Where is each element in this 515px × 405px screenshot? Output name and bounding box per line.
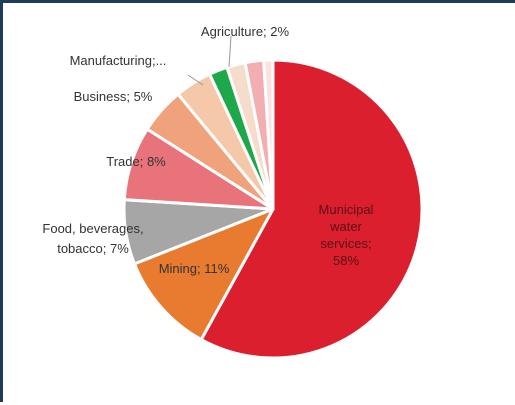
slice-label-municipal-3: services; <box>320 236 371 251</box>
slice-label-food-2: tobacco; 7% <box>57 241 129 256</box>
slice-label-manufacturing: Manufacturing;... <box>70 53 167 68</box>
pie-chart: Municipal water services; 58% Mining; 11… <box>42 24 424 360</box>
slice-label-municipal-4: 58% <box>333 253 359 268</box>
leader-line-manufacturing <box>187 74 204 86</box>
slice-label-agriculture: Agriculture; 2% <box>201 24 290 39</box>
pie-slice-1 <box>132 207 275 342</box>
slice-label-business: Business; 5% <box>74 89 153 104</box>
pie-slices <box>122 58 424 360</box>
pie-slice-9 <box>262 58 275 211</box>
slice-label-food-1: Food, beverages, <box>42 221 143 236</box>
slice-label-trade: Trade; 8% <box>106 154 166 169</box>
slice-label-mining: Mining; 11% <box>159 261 230 276</box>
slice-label-municipal-1: Municipal <box>319 202 374 217</box>
pie-slice-0 <box>199 58 424 360</box>
slice-label-municipal-2: water <box>329 219 362 234</box>
leader-line-agriculture <box>228 35 232 68</box>
